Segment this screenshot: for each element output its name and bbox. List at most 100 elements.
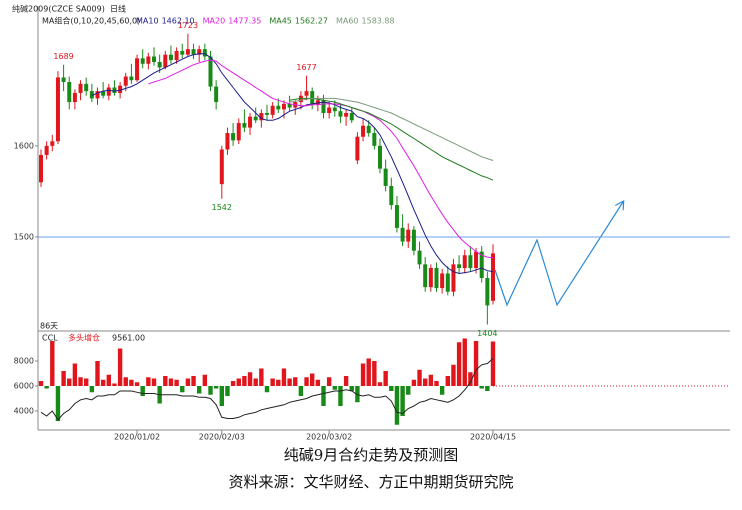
candle-body — [304, 91, 309, 96]
candle-body — [321, 100, 326, 114]
period-label: 86天 — [40, 322, 58, 331]
candle-body — [417, 250, 422, 265]
candle-body — [394, 205, 399, 228]
candle-body — [428, 268, 433, 288]
candle-body — [434, 268, 439, 289]
candle-body — [457, 264, 462, 269]
ma-line — [148, 59, 494, 259]
ma-line — [289, 97, 494, 181]
volume-bar — [434, 381, 439, 386]
candle-body — [468, 255, 473, 269]
period: 日线 — [110, 4, 126, 14]
candle-body — [61, 77, 66, 83]
legend-name: MA10 — [136, 17, 159, 26]
y-tick-label: 8000 — [14, 357, 34, 366]
candle-body — [157, 61, 162, 68]
volume-bar — [106, 374, 111, 386]
volume-bar — [247, 372, 253, 386]
y-tick-label: 6000 — [14, 382, 34, 391]
volume-bar — [67, 378, 72, 386]
volume-value: 9561.00 — [112, 334, 145, 343]
candle-body — [84, 83, 89, 92]
legend-value: 1562.27 — [295, 17, 328, 26]
volume-bar — [191, 376, 196, 386]
candle-body — [72, 92, 77, 103]
volume-bar — [411, 379, 417, 386]
volume-bar — [321, 386, 326, 406]
volume-bar — [423, 378, 428, 386]
volume-bar — [140, 386, 145, 396]
candle-body — [123, 76, 128, 86]
volume-bar — [372, 361, 377, 386]
candle-body — [491, 253, 495, 301]
volume-bar — [293, 377, 298, 386]
volume-bar — [468, 372, 473, 386]
candle-body — [219, 149, 224, 185]
candle-body — [242, 123, 247, 128]
candle-body — [168, 54, 173, 61]
volume-bar — [123, 377, 128, 386]
volume-bar — [406, 386, 411, 395]
volume-bar — [417, 369, 422, 386]
volume-bar — [219, 386, 224, 406]
candle-body — [231, 133, 236, 141]
volume-bar — [439, 386, 445, 395]
candle-body — [287, 103, 292, 108]
caption: 纯碱9月合约走势及预测图 — [284, 446, 459, 464]
candle-body — [55, 77, 60, 142]
volume-bar — [230, 381, 236, 386]
volume-bar-legend: 多头增仓 — [68, 333, 100, 343]
volume-bar — [270, 378, 275, 386]
candle-body — [146, 56, 151, 64]
volume-bar — [259, 368, 264, 386]
candle-body — [253, 116, 258, 121]
volume-bar — [383, 371, 388, 386]
high-label: 1677 — [296, 63, 316, 72]
y-tick-label: 4000 — [14, 407, 34, 416]
candle-body — [106, 87, 111, 96]
candle-body — [202, 49, 207, 57]
volume-bar — [202, 374, 208, 386]
candle-body — [265, 113, 269, 115]
candle-body — [197, 49, 202, 55]
volume-bar — [451, 364, 456, 386]
candle-body — [349, 113, 354, 121]
candle-body — [327, 107, 332, 114]
candle-body — [163, 54, 168, 68]
volume-bar — [456, 342, 462, 386]
candle-body — [378, 145, 382, 169]
x-tick-label: 2020/04/15 — [470, 433, 516, 442]
candle-body — [276, 105, 281, 110]
candle-body — [78, 83, 83, 93]
volume-bar — [55, 386, 61, 421]
volume-bar — [287, 378, 292, 386]
volume-bar — [242, 376, 247, 386]
legend-name: MA60 — [336, 17, 359, 26]
volume-bar — [89, 386, 95, 393]
candle-body — [248, 116, 253, 128]
candle-body — [225, 133, 230, 150]
candle-body — [474, 251, 479, 269]
candle-body — [400, 227, 405, 242]
candle-body — [361, 125, 366, 137]
candle-body — [44, 145, 49, 155]
candle-body — [366, 125, 371, 134]
volume-bar — [163, 376, 168, 386]
volume-bar — [389, 386, 394, 391]
volume-bar — [213, 386, 219, 389]
volume-line-legend: CCL — [42, 334, 58, 343]
volume-bar — [349, 386, 354, 391]
candle-body — [389, 185, 394, 206]
high-label: 1723 — [178, 21, 198, 30]
candle-body — [112, 87, 117, 93]
candle-body — [445, 273, 450, 292]
candle-body — [259, 113, 264, 121]
volume-bar — [95, 361, 100, 386]
volume-bar — [44, 386, 49, 389]
volume-bar — [355, 386, 360, 403]
candle-body — [411, 229, 416, 251]
volume-bar — [117, 348, 123, 386]
volume-bar — [264, 386, 270, 393]
